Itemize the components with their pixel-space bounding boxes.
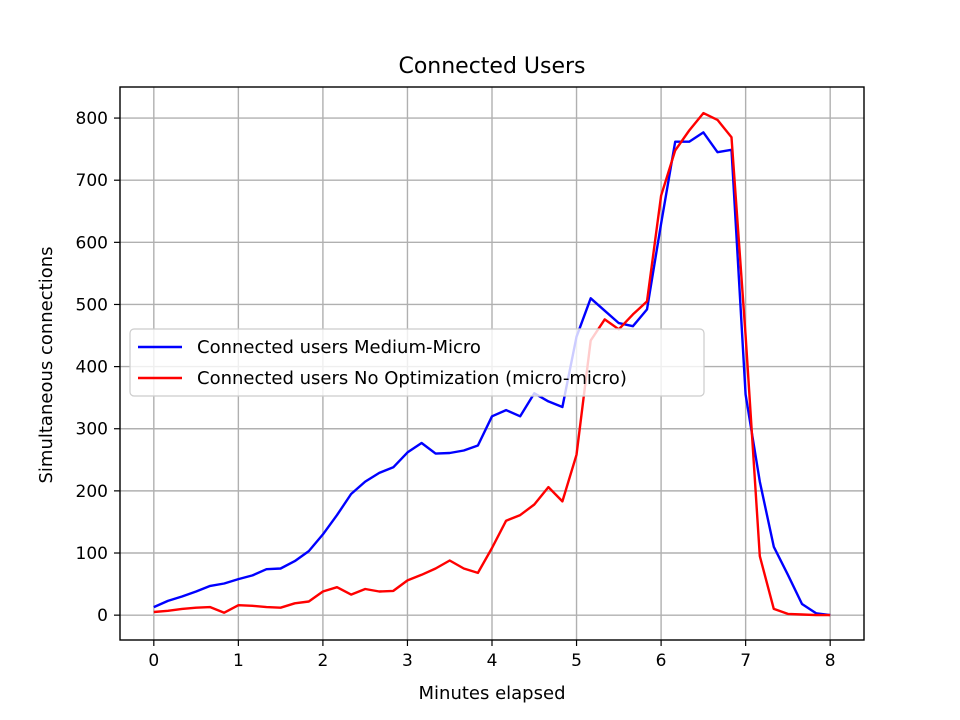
x-tick-label: 2 — [317, 651, 328, 671]
y-tick-label: 700 — [76, 171, 108, 191]
legend: Connected users Medium-Micro Connected u… — [129, 328, 705, 397]
chart-title: Connected Users — [398, 54, 585, 79]
ticks-layer: 0 1 2 3 4 5 6 7 8 0 100 200 300 400 500 600 700 800 — [76, 109, 836, 671]
x-tick-label: 7 — [740, 651, 751, 671]
series-line-no-optimization — [153, 111, 831, 617]
y-tick-label: 800 — [76, 109, 108, 129]
x-tick-label: 5 — [571, 651, 582, 671]
x-axis-label: Minutes elapsed — [419, 683, 566, 704]
y-tick-label: 200 — [76, 482, 108, 502]
x-tick-label: 8 — [825, 651, 836, 671]
legend-label-medium-micro: Connected users Medium-Micro — [197, 337, 481, 358]
x-tick-label: 1 — [233, 651, 244, 671]
series-line-medium-micro — [153, 131, 831, 617]
y-tick-label: 500 — [76, 295, 108, 315]
y-tick-label: 600 — [76, 233, 108, 253]
series-layer — [153, 111, 831, 617]
x-tick-label: 6 — [656, 651, 667, 671]
x-tick-label: 3 — [402, 651, 413, 671]
y-tick-label: 0 — [97, 606, 108, 626]
legend-label-no-optimization: Connected users No Optimization (micro-m… — [197, 368, 627, 389]
y-axis-label: Simultaneous connections — [36, 246, 57, 483]
legend-box — [129, 328, 705, 397]
y-tick-label: 300 — [76, 420, 108, 440]
y-tick-label: 100 — [76, 544, 108, 564]
x-tick-label: 4 — [487, 651, 498, 671]
x-tick-label: 0 — [148, 651, 159, 671]
y-tick-label: 400 — [76, 358, 108, 378]
